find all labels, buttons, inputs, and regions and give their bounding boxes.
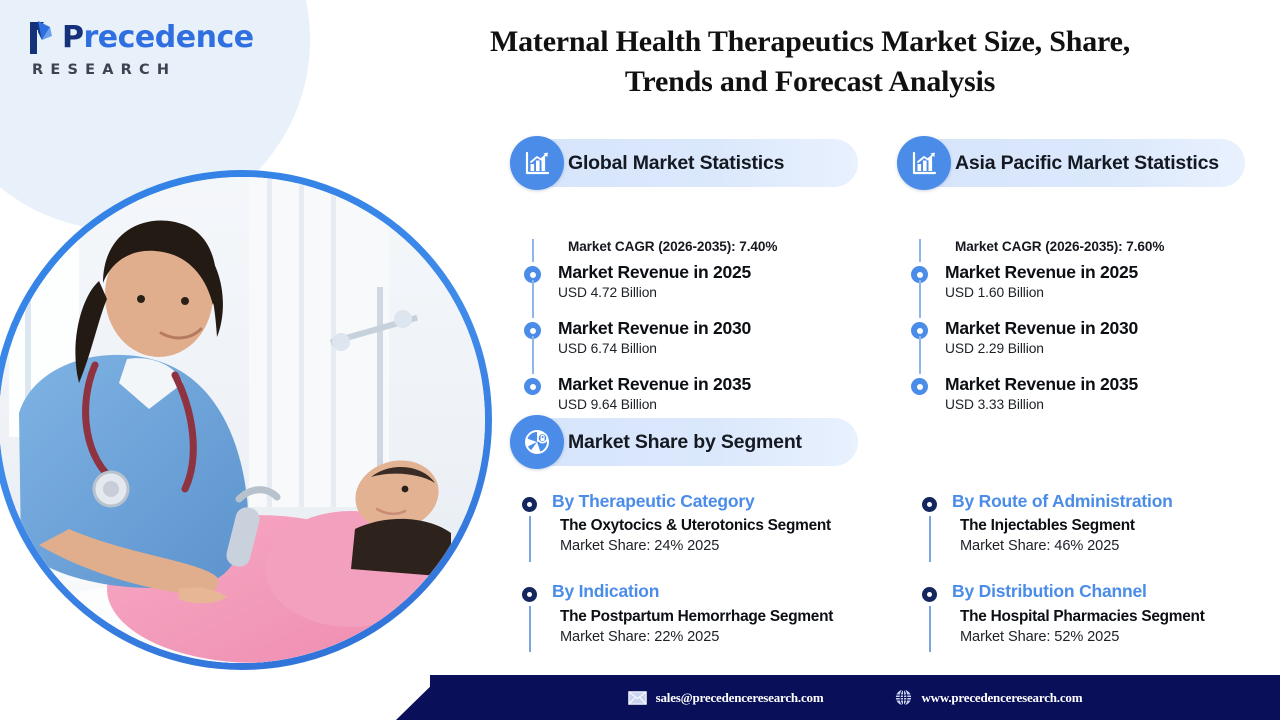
- apac-revenue-value-2025: USD 1.60 Billion: [945, 285, 1044, 301]
- globe-icon: [895, 689, 912, 706]
- global-revenue-label-2030: Market Revenue in 2030: [558, 318, 751, 339]
- apac-revenue-label-2035: Market Revenue in 2035: [945, 374, 1138, 395]
- footer-email-text: sales@precedenceresearch.com: [655, 689, 824, 705]
- segment-spine: [929, 606, 931, 653]
- segment-row-route-of-administration: By Route of Administration The Injectabl…: [922, 491, 1272, 562]
- apac-revenue-value-2030: USD 2.29 Billion: [945, 341, 1044, 357]
- segment-name-distribution-channel: The Hospital Pharmacies Segment: [960, 607, 1205, 625]
- segment-row-distribution-channel: By Distribution Channel The Hospital Pha…: [922, 581, 1272, 653]
- footer-email-link[interactable]: sales@precedenceresearch.com: [627, 689, 824, 706]
- segment-share-therapeutic-category: Market Share: 24% 2025: [560, 538, 720, 555]
- global-revenue-item-2025: Market Revenue in 2025 USD 4.72 Billion: [522, 262, 858, 319]
- global-revenue-value-2025: USD 4.72 Billion: [558, 285, 657, 301]
- apac-revenue-value-2035: USD 3.33 Billion: [945, 397, 1044, 413]
- page-title-line-2: Trends and Forecast Analysis: [624, 64, 996, 98]
- segment-name-therapeutic-category: The Oxytocics & Uterotonics Segment: [560, 517, 831, 535]
- timeline-bullet-icon: [911, 378, 928, 396]
- timeline-bullet-icon: [524, 322, 541, 340]
- timeline-spine: [532, 280, 534, 319]
- bar-chart-icon: [897, 136, 951, 190]
- timeline-spine: [532, 239, 534, 262]
- hero-photo-ring: [0, 170, 492, 670]
- apac-cagr-row: Market CAGR (2026-2035): 7.60%: [909, 239, 1245, 262]
- global-revenue-value-2030: USD 6.74 Billion: [558, 341, 657, 357]
- timeline-bullet-icon: [911, 322, 928, 340]
- timeline-bullet-icon: [911, 266, 928, 283]
- footer-website-text: www.precedenceresearch.com: [921, 689, 1083, 705]
- timeline-bullet-icon: [524, 378, 541, 396]
- segment-row-therapeutic-category: By Therapeutic Category The Oxytocics & …: [522, 491, 912, 562]
- segment-bullet-icon: [522, 587, 537, 603]
- global-market-statistics-section: Global Market Statistics Market CAGR (20…: [510, 136, 858, 412]
- market-share-by-segment-header: Market Share by Segment: [510, 415, 858, 469]
- segment-share-route-of-administration: Market Share: 46% 2025: [960, 538, 1120, 555]
- precedence-logo-mark-icon: [26, 18, 60, 58]
- segment-share-distribution-channel: Market Share: 52% 2025: [960, 628, 1120, 645]
- asia-pacific-market-statistics-section: Asia Pacific Market Statistics Market CA…: [897, 136, 1245, 412]
- segment-bullet-icon: [922, 587, 937, 603]
- brand-wordmark: Precedence: [62, 20, 254, 55]
- segment-list-right: By Route of Administration The Injectabl…: [922, 491, 1272, 653]
- segment-share-indication: Market Share: 22% 2025: [560, 628, 720, 645]
- segment-bullet-icon: [522, 497, 537, 512]
- hero-photo: [0, 177, 485, 663]
- segment-category-indication: By Indication: [552, 581, 660, 602]
- segment-bullet-icon: [922, 497, 937, 512]
- market-share-by-segment-section: Market Share by Segment: [510, 415, 858, 469]
- asia-pacific-market-timeline: Market CAGR (2026-2035): 7.60% Market Re…: [909, 239, 1245, 412]
- timeline-spine: [919, 239, 921, 262]
- asia-pacific-market-statistics-header: Asia Pacific Market Statistics: [897, 136, 1245, 190]
- timeline-spine: [919, 280, 921, 319]
- segment-list-left: By Therapeutic Category The Oxytocics & …: [522, 491, 912, 653]
- segment-name-route-of-administration: The Injectables Segment: [960, 517, 1135, 535]
- global-revenue-value-2035: USD 9.64 Billion: [558, 397, 657, 413]
- page-title-line-1: Maternal Health Therapeutics Market Size…: [489, 25, 1131, 58]
- asia-pacific-market-statistics-title: Asia Pacific Market Statistics: [955, 151, 1219, 174]
- apac-revenue-item-2025: Market Revenue in 2025 USD 1.60 Billion: [909, 262, 1245, 319]
- bar-chart-icon: [510, 136, 564, 190]
- market-share-by-segment-title: Market Share by Segment: [568, 430, 802, 453]
- global-cagr-row: Market CAGR (2026-2035): 7.40%: [522, 239, 858, 262]
- brand-logo[interactable]: Precedence RESEARCH: [26, 18, 256, 78]
- apac-revenue-item-2035: Market Revenue in 2035 USD 3.33 Billion: [909, 374, 1245, 412]
- footer-bar: sales@precedenceresearch.com www.precede…: [430, 675, 1280, 720]
- brand-subtitle: RESEARCH: [32, 62, 177, 78]
- apac-revenue-label-2030: Market Revenue in 2030: [945, 318, 1138, 339]
- segment-spine: [529, 606, 531, 653]
- global-revenue-label-2025: Market Revenue in 2025: [558, 262, 751, 282]
- global-revenue-label-2035: Market Revenue in 2035: [558, 374, 751, 395]
- global-revenue-item-2035: Market Revenue in 2035 USD 9.64 Billion: [522, 374, 858, 412]
- segment-category-route-of-administration: By Route of Administration: [952, 491, 1173, 511]
- apac-revenue-label-2025: Market Revenue in 2025: [945, 262, 1138, 282]
- apac-revenue-item-2030: Market Revenue in 2030 USD 2.29 Billion: [909, 318, 1245, 375]
- segment-spine: [929, 516, 931, 562]
- timeline-bullet-icon: [524, 266, 541, 283]
- pie-chart-icon: [510, 415, 564, 469]
- segment-row-indication: By Indication The Postpartum Hemorrhage …: [522, 581, 912, 653]
- global-market-statistics-header: Global Market Statistics: [510, 136, 858, 190]
- global-cagr-text: Market CAGR (2026-2035): 7.40%: [568, 239, 778, 254]
- global-revenue-item-2030: Market Revenue in 2030 USD 6.74 Billion: [522, 318, 858, 375]
- footer-website-link[interactable]: www.precedenceresearch.com: [895, 689, 1083, 706]
- segment-name-indication: The Postpartum Hemorrhage Segment: [560, 607, 834, 625]
- timeline-spine: [532, 336, 534, 375]
- timeline-spine: [919, 336, 921, 375]
- global-market-statistics-title: Global Market Statistics: [568, 151, 785, 174]
- global-market-timeline: Market CAGR (2026-2035): 7.40% Market Re…: [522, 239, 858, 412]
- segment-spine: [529, 516, 531, 562]
- page-title: Maternal Health Therapeutics Market Size…: [340, 22, 1280, 101]
- apac-cagr-text: Market CAGR (2026-2035): 7.60%: [955, 239, 1165, 254]
- envelope-icon: [627, 690, 647, 705]
- segment-category-distribution-channel: By Distribution Channel: [952, 581, 1147, 602]
- segment-category-therapeutic-category: By Therapeutic Category: [552, 491, 755, 511]
